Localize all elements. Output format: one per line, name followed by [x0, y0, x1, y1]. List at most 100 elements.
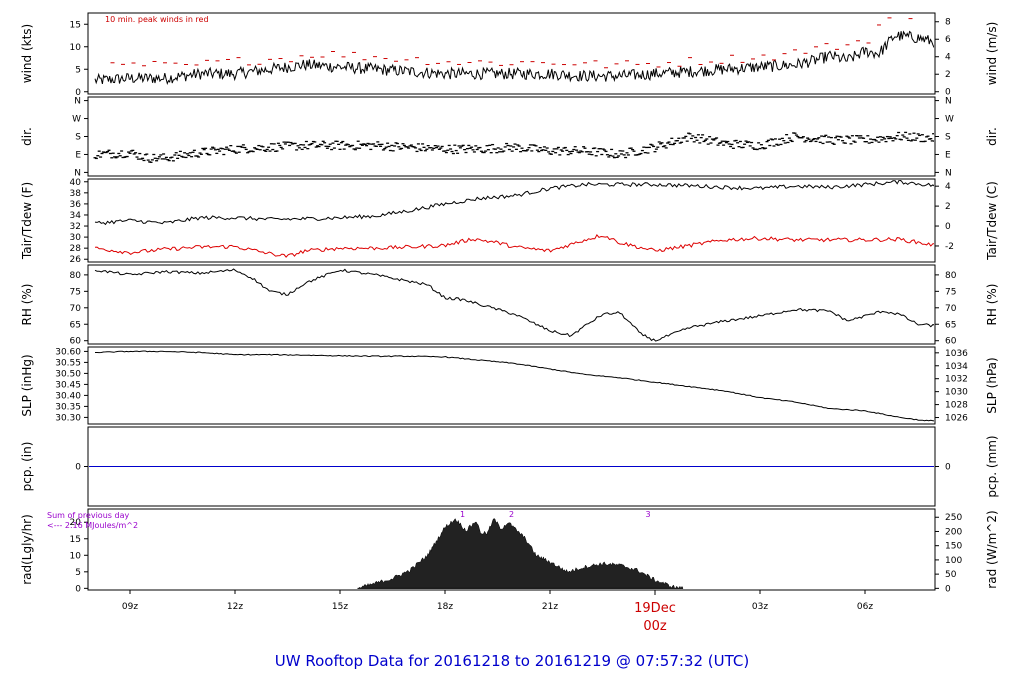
y-tick-label-right: 4 [945, 53, 951, 63]
y-tick-label-left: 30.45 [55, 380, 81, 390]
y-axis-label-left: wind (kts) [20, 24, 34, 83]
radiation-area [357, 518, 684, 589]
panel-3: 60 65 70 75 80 60 65 70 75 80 RH (%) RH (%) [20, 264, 999, 347]
y-tick-label-left: 5 [75, 568, 81, 578]
y-tick-label-left: 30 [70, 233, 82, 243]
panel-frame [87, 12, 936, 95]
x-tick-label: 15z [332, 602, 348, 612]
y-tick-label-left: 20 [70, 518, 82, 528]
y-axis-label-right: SLP (hPa) [985, 357, 999, 413]
panel-0: 0 5 10 15 0 2 4 6 8 wind (kts) wind (m/s) 10 min. p… [20, 12, 999, 98]
y-axis-label-right: pcp. (mm) [985, 435, 999, 497]
y-tick-label-left: 40 [70, 178, 82, 188]
y-tick-label-left: W [72, 115, 81, 125]
y-tick-label-right: N [945, 97, 952, 107]
y-tick-label-right: 0 [945, 88, 951, 98]
y-tick-label-right: 1028 [945, 401, 968, 411]
y-axis-label-right: wind (m/s) [985, 22, 999, 86]
x-tick-label: 03z [752, 602, 768, 612]
marker-label: 2 [509, 510, 514, 519]
y-tick-label-right: 65 [945, 320, 956, 330]
y-tick-label-left: E [75, 150, 81, 160]
panel-frame [87, 264, 936, 345]
panel-frame [87, 178, 936, 263]
y-tick-label-left: 28 [70, 244, 82, 254]
y-axis-label-right: RH (%) [985, 284, 999, 326]
y-tick-label-right: 0 [945, 584, 951, 594]
y-tick-label-right: -2 [945, 242, 954, 252]
y-axis-label-right: rad (W/m^2) [985, 510, 999, 588]
y-tick-label-left: 15 [70, 20, 81, 30]
y-tick-label-right: 75 [945, 287, 956, 297]
y-tick-label-right: 50 [945, 570, 957, 580]
y-tick-label-right: 150 [945, 542, 962, 552]
panel-frame [87, 96, 936, 177]
panel-frame [87, 346, 936, 425]
y-tick-label-right: 1034 [945, 362, 968, 372]
panel-annotation: Sum of previous day [47, 511, 129, 520]
y-tick-label-left: 34 [70, 211, 82, 221]
y-tick-label-right: 8 [945, 18, 951, 28]
y-axis-label-left: pcp. (in) [20, 442, 34, 492]
marker-label: 1 [460, 510, 465, 519]
series-line [94, 30, 934, 86]
y-tick-label-left: 0 [75, 584, 81, 594]
y-tick-label-left: 30.60 [55, 347, 81, 357]
y-tick-label-right: 60 [945, 337, 957, 347]
y-axis-label-right: dir. [985, 127, 999, 146]
y-axis-label-left: rad(Lgly/hr) [20, 514, 34, 585]
y-tick-label-right: 70 [945, 304, 957, 314]
y-tick-label-right: 0 [945, 463, 951, 473]
y-tick-label-left: 32 [70, 222, 81, 232]
y-tick-label-left: 15 [70, 535, 81, 545]
y-tick-label-right: 4 [945, 182, 951, 192]
series-line [94, 180, 934, 226]
y-tick-label-left: 38 [70, 189, 82, 199]
y-tick-label-left: 30.30 [55, 413, 81, 423]
y-tick-label-left: 75 [70, 287, 81, 297]
y-tick-label-right: 1036 [945, 349, 968, 359]
panel-frame [87, 508, 936, 591]
y-axis-label-left: RH (%) [20, 284, 34, 326]
y-tick-label-right: 2 [945, 202, 951, 212]
x-tick-label: 12z [227, 602, 243, 612]
y-tick-label-right: W [945, 115, 954, 125]
y-tick-label-left: 30.55 [55, 358, 81, 368]
y-tick-label-left: 36 [70, 200, 82, 210]
y-tick-label-left: 60 [70, 337, 82, 347]
y-tick-label-left: 10 [70, 43, 82, 53]
series-line [95, 350, 934, 422]
y-tick-label-right: 200 [945, 527, 962, 537]
y-axis-label-left: dir. [20, 127, 34, 146]
y-tick-label-right: N [945, 168, 952, 178]
y-tick-label-left: 10 [70, 551, 82, 561]
x-tick-label: 09z [122, 602, 138, 612]
x-tick-label: 18z [437, 602, 453, 612]
y-tick-label-left: S [75, 133, 81, 143]
day-marker-date: 19Dec [634, 601, 676, 616]
day-marker-time: 00z [643, 619, 667, 634]
y-tick-label-left: 26 [70, 255, 82, 265]
marker-label: 3 [645, 510, 650, 519]
y-tick-label-right: S [945, 133, 951, 143]
x-tick-label: 21z [542, 602, 558, 612]
y-tick-label-left: 0 [75, 463, 81, 473]
y-tick-label-right: 1030 [945, 388, 968, 398]
y-tick-label-left: 30.35 [55, 402, 81, 412]
y-tick-label-left: 30.50 [55, 369, 81, 379]
y-tick-label-left: N [74, 97, 81, 107]
y-tick-label-left: N [74, 168, 81, 178]
y-tick-label-right: 1026 [945, 414, 968, 424]
panel-annotation-2: <--- 2.16 MJoules/m^2 [47, 521, 138, 530]
y-tick-label-right: 80 [945, 271, 957, 281]
y-tick-label-right: 1032 [945, 375, 968, 385]
y-tick-label-left: 0 [75, 88, 81, 98]
y-axis-label-right: Tair/Tdew (C) [985, 181, 999, 261]
y-tick-label-left: 70 [70, 304, 82, 314]
y-tick-label-right: 2 [945, 70, 951, 80]
y-tick-label-right: 0 [945, 222, 951, 232]
y-axis-label-left: Tair/Tdew (F) [20, 182, 34, 260]
